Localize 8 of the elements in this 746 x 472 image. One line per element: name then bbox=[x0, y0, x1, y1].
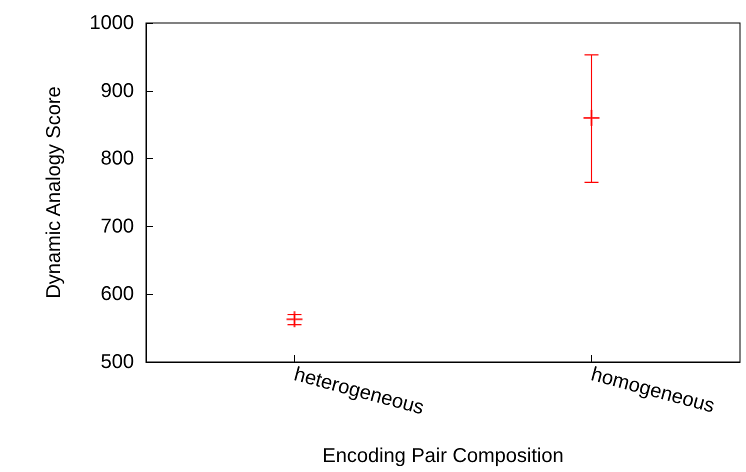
y-tick-label: 700 bbox=[100, 215, 134, 238]
y-tick-label: 800 bbox=[100, 148, 134, 170]
y-tick-label: 1000 bbox=[90, 12, 134, 34]
x-axis-title: Encoding Pair Composition bbox=[322, 445, 564, 467]
y-tick-label: 900 bbox=[100, 80, 134, 102]
y-axis-title: Dynamic Analogy Score bbox=[43, 86, 65, 299]
y-tick-label: 600 bbox=[100, 283, 134, 306]
y-tick-label: 500 bbox=[100, 351, 134, 373]
